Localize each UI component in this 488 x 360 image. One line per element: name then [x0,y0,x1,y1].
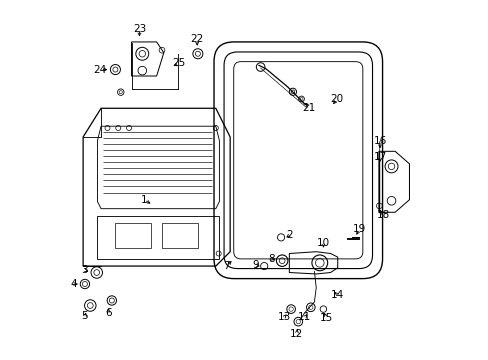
Text: 4: 4 [71,279,77,289]
Text: 2: 2 [286,230,293,240]
Text: 20: 20 [330,94,343,104]
Text: 3: 3 [81,265,88,275]
Text: 22: 22 [190,35,203,44]
Text: 8: 8 [267,254,274,264]
Text: 7: 7 [223,261,229,271]
Text: 24: 24 [94,64,107,75]
Text: 18: 18 [376,210,389,220]
Text: 23: 23 [133,24,146,34]
Text: 11: 11 [298,312,311,322]
Text: 13: 13 [277,312,290,322]
Text: 1: 1 [141,195,147,205]
Text: 6: 6 [105,308,111,318]
Text: 21: 21 [302,103,315,113]
Text: 16: 16 [373,136,386,145]
Text: 10: 10 [316,238,329,248]
Text: 19: 19 [352,225,365,234]
Text: 15: 15 [319,313,332,323]
Text: 12: 12 [289,329,303,339]
Text: 9: 9 [251,260,258,270]
Text: 5: 5 [81,311,88,321]
Text: 17: 17 [373,152,386,162]
Text: 14: 14 [330,290,344,300]
Text: 25: 25 [172,58,185,68]
